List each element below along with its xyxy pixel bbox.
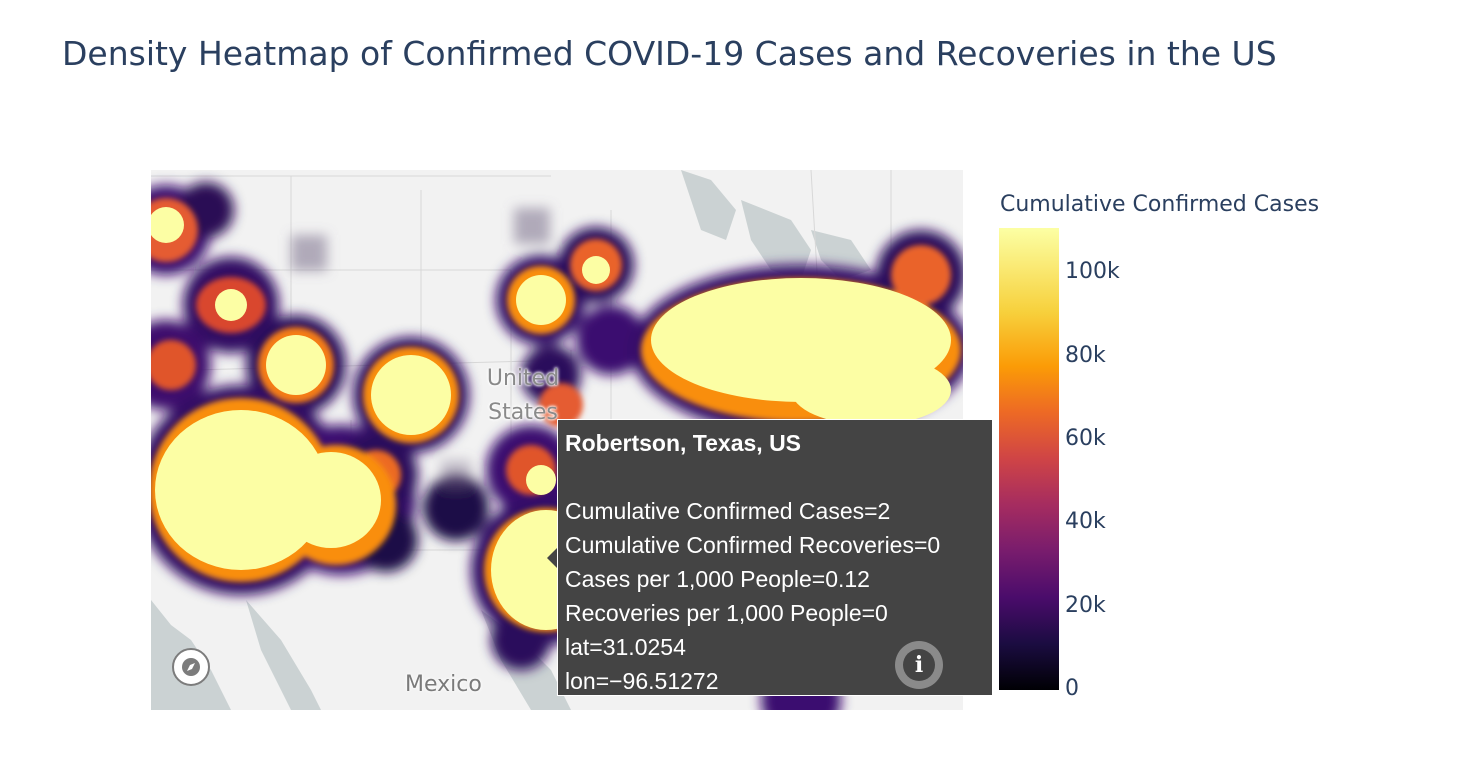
tooltip-line-recoveries-per-1000: Recoveries per 1,000 People=0 — [565, 600, 888, 626]
country-label-mexico: Mexico — [405, 672, 482, 697]
map-canvas — [151, 170, 963, 710]
density-cores — [151, 207, 951, 630]
tooltip-line-lon: lon=−96.51272 — [565, 668, 719, 694]
tooltip-line-recoveries: Cumulative Confirmed Recoveries=0 — [565, 532, 941, 558]
colorbar — [999, 228, 1059, 690]
tooltip-spacer — [565, 460, 992, 494]
chart-title: Density Heatmap of Confirmed COVID-19 Ca… — [62, 34, 1277, 73]
tooltip-header: Robertson, Texas, US — [565, 430, 802, 456]
compass-icon[interactable] — [172, 648, 210, 686]
colorbar-tick-0: 0 — [1065, 676, 1079, 701]
hover-tooltip: Robertson, Texas, US Cumulative Confirme… — [557, 419, 993, 696]
colorbar-tick-20k: 20k — [1065, 593, 1106, 618]
colorbar-tick-60k: 60k — [1065, 426, 1106, 451]
colorbar-tick-80k: 80k — [1065, 343, 1106, 368]
info-icon[interactable]: i — [895, 641, 943, 689]
colorbar-title: Cumulative Confirmed Cases — [1000, 192, 1320, 217]
country-label-united-states: United States — [486, 366, 560, 425]
tooltip-pointer — [547, 547, 558, 569]
colorbar-tick-40k: 40k — [1065, 509, 1106, 534]
tooltip-line-lat: lat=31.0254 — [565, 634, 686, 660]
tooltip-line-cases: Cumulative Confirmed Cases=2 — [565, 498, 891, 524]
tooltip-line-cases-per-1000: Cases per 1,000 People=0.12 — [565, 566, 870, 592]
colorbar-tick-100k: 100k — [1065, 259, 1120, 284]
